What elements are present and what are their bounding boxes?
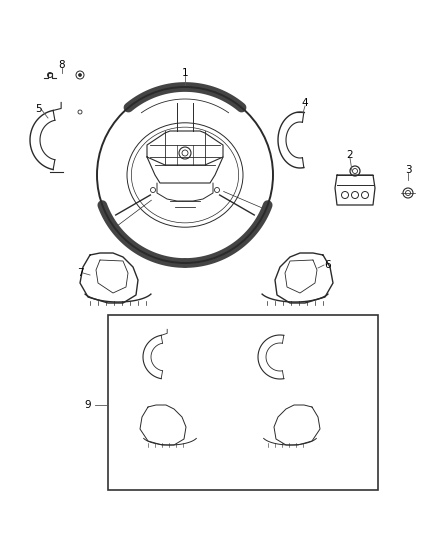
Text: 5: 5 [35,104,41,114]
Bar [108,315,378,490]
Text: 8: 8 [59,60,65,70]
Text: 4: 4 [302,98,308,108]
Text: 9: 9 [85,400,91,410]
Ellipse shape [78,74,81,77]
Text: 2: 2 [347,150,353,160]
Text: 7: 7 [77,268,83,278]
Text: 6: 6 [325,260,331,270]
Text: 1: 1 [182,68,188,78]
Text: 3: 3 [405,165,411,175]
